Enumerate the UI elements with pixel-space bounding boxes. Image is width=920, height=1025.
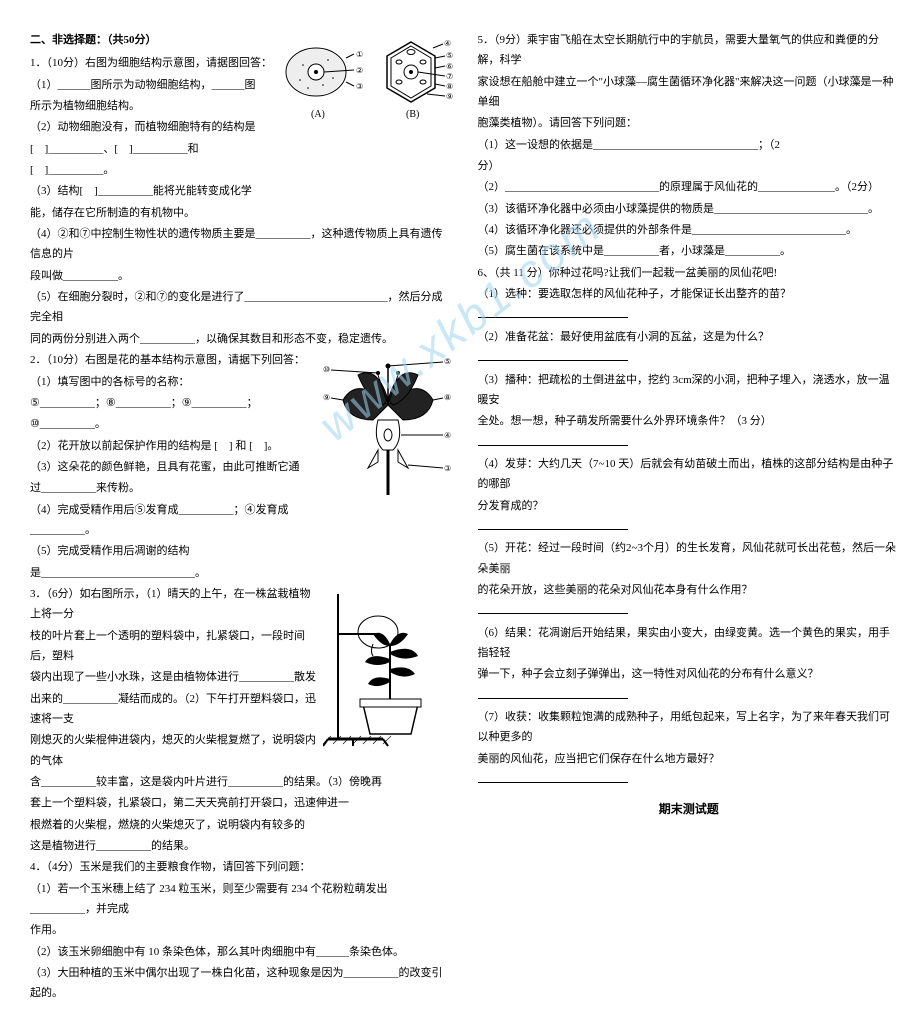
q6-stem: 6、（共 11 分）你种过花吗?让我们一起栽一盆美丽的凤仙花吧! (478, 263, 901, 283)
svg-text:②: ② (356, 66, 363, 75)
cell-b-label: (B) (406, 109, 419, 120)
q2-l6: （5）完成受精作用后凋谢的结构 (30, 541, 453, 561)
q6-blank3 (478, 433, 901, 453)
q6-p2: （2）准备花盆：最好使用盆底有小洞的瓦盆，这是为什么？ (478, 327, 901, 347)
q6-p4a: （4）发芽：大约几天（7~10 天）后就会有幼苗破土而出，植株的这部分结构是由种… (478, 454, 901, 495)
q4-l2: （2）该玉米卵细胞中有 10 条染色体，那么其叶肉细胞中有______条染色体。 (30, 942, 453, 962)
q5-p1: （1）这一设想的依据是_____________________________… (478, 135, 901, 155)
q1-p3a: （3）结构[ ]__________能将光能转变成化学 (30, 181, 453, 201)
q2-l5: （4）完成受精作用后⑤发育成__________；④发育成__________。 (30, 500, 453, 541)
q3-s8: 根燃着的火柴棍，燃烧的火柴熄灭了，说明袋内有较多的 (30, 815, 453, 835)
q5-p4: （4）该循环净化器还必须提供的外部条件是____________________… (478, 220, 901, 240)
q3-s7: 套上一个塑料袋，扎紧袋口，第二天天亮前打开袋口，迅速伸进一 (30, 793, 453, 813)
svg-text:③: ③ (356, 82, 363, 91)
q6-p3a: （3）播种：把疏松的土倒进盆中，挖约 3cm深的小洞，把种子埋入，浇透水，放一温… (478, 370, 901, 411)
q6-p7a: （7）收获：收集颗粒饱满的成熟种子，用纸包起来，写上名字，为了来年春天我们可以种… (478, 707, 901, 748)
q5-p3: （3）该循环净化器中必须由小球藻提供的物质是__________________… (478, 199, 901, 219)
right-column: 5．（9分）乘宇宙飞船在太空长期航行中的宇航员，需要大量氧气的供应和粪便的分解，… (478, 30, 901, 1005)
q3-s6: 含__________较丰富，这是袋内叶片进行__________的结果。（3）… (30, 772, 453, 792)
q4-l1a: （1）若一个玉米穗上结了 234 粒玉米，则至少需要有 234 个花粉粒萌发出_… (30, 879, 453, 920)
q6-blank4 (478, 517, 901, 537)
q6-p6b: 弹一下，种子会立刻子弹弹出，这一特性对风仙花的分布有什么意义？ (478, 664, 901, 684)
svg-text:⑧: ⑧ (444, 393, 451, 402)
left-column: ① ② ③ (A) ④ ⑤ ⑥ ⑦ (30, 30, 453, 1005)
q5-p2: （2）____________________________的原理属于风仙花的… (478, 177, 901, 197)
q4-stem: 4．（4分）玉米是我们的主要粮食作物，请回答下列问题： (30, 857, 453, 877)
svg-text:④: ④ (444, 39, 451, 48)
svg-text:⑤: ⑤ (446, 51, 453, 60)
q6-blank2 (478, 348, 901, 368)
q2-l7: 是____________________________。 (30, 563, 453, 583)
q5-p1b: 分） (478, 156, 901, 176)
svg-text:⑨: ⑨ (323, 393, 330, 402)
cell-a-label: (A) (311, 109, 325, 120)
q5-s2: 家设想在船舱中建立一个"小球藻—腐生菌循环净化器"来解决这一问题（小球藻是一种单… (478, 72, 901, 113)
q6-p4b: 分发育成的？ (478, 496, 901, 516)
q6-p1a: （1）选种：要选取怎样的风仙花种子，才能保证长出整齐的苗？ (478, 284, 901, 304)
q5-s3: 胞藻类植物）。请回答下列问题： (478, 113, 901, 133)
svg-text:⑦: ⑦ (446, 72, 453, 81)
q6-p3b: 全处。想一想，种子萌发所需要什么外界环境条件？（3 分） (478, 411, 901, 431)
q5-s1: 5．（9分）乘宇宙飞船在太空长期航行中的宇航员，需要大量氧气的供应和粪便的分解，… (478, 30, 901, 71)
svg-text:⑤: ⑤ (444, 357, 451, 366)
svg-text:⑩: ⑩ (323, 365, 330, 374)
q5-p5: （5）腐生菌在该系统中是__________者，小球藻是__________。 (478, 241, 901, 261)
svg-text:⑨: ⑨ (446, 92, 453, 101)
q6-p6a: （6）结果：花凋谢后开始结果，果实由小变大，由绿变黄。选一个黄色的果实，用手指轻… (478, 623, 901, 664)
q1-p2c: [ ]__________。 (30, 160, 453, 180)
q6-blank6 (478, 686, 901, 706)
cell-diagram-pair: ① ② ③ (A) ④ ⑤ ⑥ ⑦ (278, 30, 453, 125)
q1-p5a: （5）在细胞分裂时，②和⑦的变化是进行了____________________… (30, 287, 453, 328)
q1-p2b: [ ]__________、[ ]__________和 (30, 139, 453, 159)
q4-l1b: 作用。 (30, 920, 453, 940)
q3-s9: 这是植物进行__________的结果。 (30, 836, 453, 856)
q1-p4a: （4）②和⑦中控制生物性状的遗传物质主要是__________，这种遗传物质上具… (30, 224, 453, 265)
svg-text:⑧: ⑧ (446, 82, 453, 91)
potted-plant-diagram (323, 584, 453, 749)
svg-text:①: ① (356, 50, 363, 59)
q1-p5b: 同的两份分别进入两个__________，以确保其数目和形态不变，稳定遗传。 (30, 329, 453, 349)
flower-diagram: ⑨ ⑩ ⑧ ⑤ ④ ③ (323, 350, 453, 500)
svg-text:⑥: ⑥ (446, 62, 453, 71)
q1-p3b: 能，储存在它所制造的有机物中。 (30, 203, 453, 223)
q6-blank1 (478, 305, 901, 325)
footer-title: 期末测试题 (478, 798, 901, 820)
svg-text:③: ③ (444, 464, 451, 473)
q6-blank7 (478, 770, 901, 790)
svg-text:④: ④ (444, 431, 451, 440)
q6-p5a: （5）开花：经过一段时间（约2~3个月）的生长发育，风仙花就可长出花苞，然后一朵… (478, 538, 901, 579)
page-container: ① ② ③ (A) ④ ⑤ ⑥ ⑦ (0, 0, 920, 1025)
q6-p7b: 美丽的风仙花，应当把它们保存在什么地方最好？ (478, 749, 901, 769)
q4-l3: （3）大田种植的玉米中偶尔出现了一株白化苗，这种现象是因为__________的… (30, 963, 453, 1004)
q1-p4b: 段叫做__________。 (30, 266, 453, 286)
q6-blank5 (478, 601, 901, 621)
q6-p5b: 的花朵开放，这些美丽的花朵对风仙花本身有什么作用？ (478, 580, 901, 600)
